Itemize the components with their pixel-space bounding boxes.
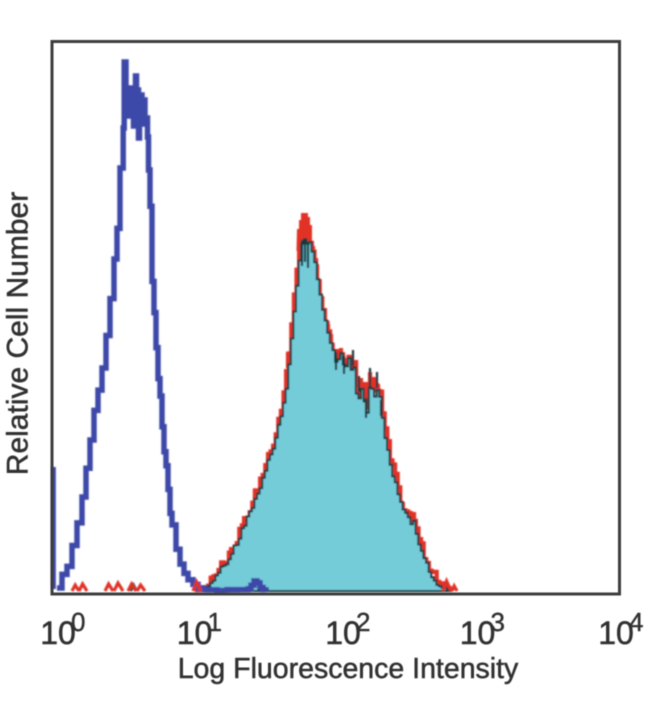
svg-text:10: 10: [460, 615, 496, 651]
svg-text:Log Fluorescence Intensity: Log Fluorescence Intensity: [178, 653, 519, 685]
svg-text:0: 0: [71, 607, 85, 637]
svg-text:1: 1: [208, 607, 222, 637]
svg-text:Relative Cell Number: Relative Cell Number: [2, 192, 35, 475]
svg-text:3: 3: [491, 607, 505, 637]
svg-text:10: 10: [177, 615, 213, 651]
svg-text:2: 2: [356, 607, 370, 637]
svg-text:10: 10: [598, 615, 634, 651]
svg-text:4: 4: [629, 607, 643, 637]
svg-text:10: 10: [325, 615, 361, 651]
svg-text:10: 10: [40, 615, 76, 651]
